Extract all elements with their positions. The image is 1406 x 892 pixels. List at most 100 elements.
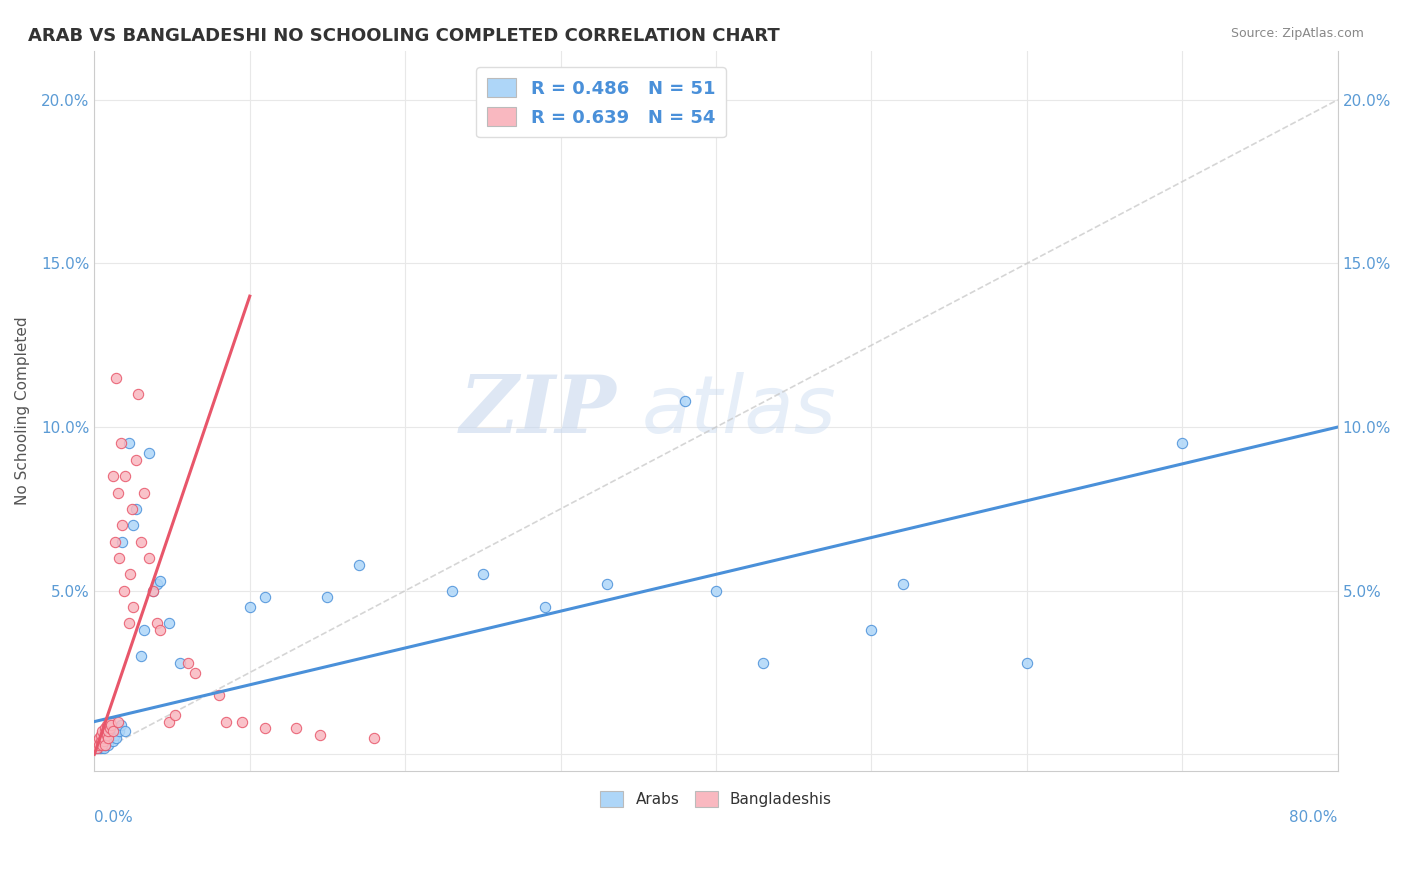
Point [107, 721, 129, 735]
Point [149, 574, 172, 588]
Point [94, 738, 117, 752]
Point [90, 740, 112, 755]
Legend: Arabs, Bangladeshis: Arabs, Bangladeshis [595, 785, 838, 814]
Point [138, 551, 160, 566]
Point [96, 728, 118, 742]
Point [704, 583, 727, 598]
Point [101, 734, 124, 748]
Point [90, 734, 112, 748]
Point [347, 558, 370, 572]
Point [471, 567, 494, 582]
Point [111, 534, 134, 549]
Point [111, 518, 134, 533]
Point [308, 728, 330, 742]
Point [129, 534, 152, 549]
Point [94, 721, 117, 735]
Point [101, 469, 124, 483]
Text: ARAB VS BANGLADESHI NO SCHOOLING COMPLETED CORRELATION CHART: ARAB VS BANGLADESHI NO SCHOOLING COMPLET… [28, 27, 780, 45]
Point [90, 728, 112, 742]
Point [86, 734, 108, 748]
Point [157, 714, 180, 729]
Point [97, 731, 120, 745]
Point [97, 724, 120, 739]
Point [86, 740, 108, 755]
Point [91, 738, 114, 752]
Point [105, 731, 128, 745]
Point [87, 738, 110, 752]
Point [98, 731, 121, 745]
Point [149, 623, 172, 637]
Point [107, 485, 129, 500]
Point [132, 623, 155, 637]
Point [254, 591, 277, 605]
Point [91, 724, 114, 739]
Point [122, 600, 145, 615]
Point [169, 656, 191, 670]
Point [231, 714, 253, 729]
Point [239, 600, 262, 615]
Point [110, 718, 132, 732]
Point [125, 501, 148, 516]
Text: ZIP: ZIP [460, 372, 617, 450]
Point [145, 616, 167, 631]
Point [93, 731, 115, 745]
Point [1015, 656, 1038, 670]
Point [860, 623, 883, 637]
Point [142, 583, 165, 598]
Point [91, 738, 114, 752]
Point [165, 708, 187, 723]
Point [117, 436, 139, 450]
Point [127, 387, 149, 401]
Point [440, 583, 463, 598]
Point [673, 393, 696, 408]
Point [132, 485, 155, 500]
Point [108, 551, 131, 566]
Point [98, 724, 121, 739]
Point [84, 738, 107, 752]
Point [101, 724, 124, 739]
Point [112, 583, 135, 598]
Point [316, 591, 339, 605]
Point [138, 446, 160, 460]
Point [114, 724, 136, 739]
Point [86, 738, 108, 752]
Point [142, 583, 165, 598]
Point [97, 738, 120, 752]
Point [93, 734, 115, 748]
Point [87, 731, 110, 745]
Point [121, 501, 143, 516]
Text: 80.0%: 80.0% [1289, 810, 1337, 825]
Point [215, 714, 238, 729]
Point [114, 469, 136, 483]
Point [103, 534, 125, 549]
Text: 0.0%: 0.0% [94, 810, 134, 825]
Point [87, 740, 110, 755]
Point [254, 721, 277, 735]
Point [596, 577, 619, 591]
Y-axis label: No Schooling Completed: No Schooling Completed [15, 317, 30, 505]
Point [87, 738, 110, 752]
Point [100, 718, 122, 732]
Point [363, 731, 385, 745]
Point [184, 665, 207, 680]
Point [93, 734, 115, 748]
Point [86, 734, 108, 748]
Point [91, 731, 114, 745]
Point [93, 740, 115, 755]
Point [145, 577, 167, 591]
Point [208, 689, 231, 703]
Point [157, 616, 180, 631]
Point [84, 740, 107, 755]
Point [1171, 436, 1194, 450]
Text: atlas: atlas [641, 372, 837, 450]
Point [98, 714, 121, 729]
Point [108, 724, 131, 739]
Point [129, 649, 152, 664]
Point [96, 718, 118, 732]
Point [94, 728, 117, 742]
Point [122, 518, 145, 533]
Text: Source: ZipAtlas.com: Source: ZipAtlas.com [1230, 27, 1364, 40]
Point [105, 371, 128, 385]
Point [90, 734, 112, 748]
Point [120, 567, 142, 582]
